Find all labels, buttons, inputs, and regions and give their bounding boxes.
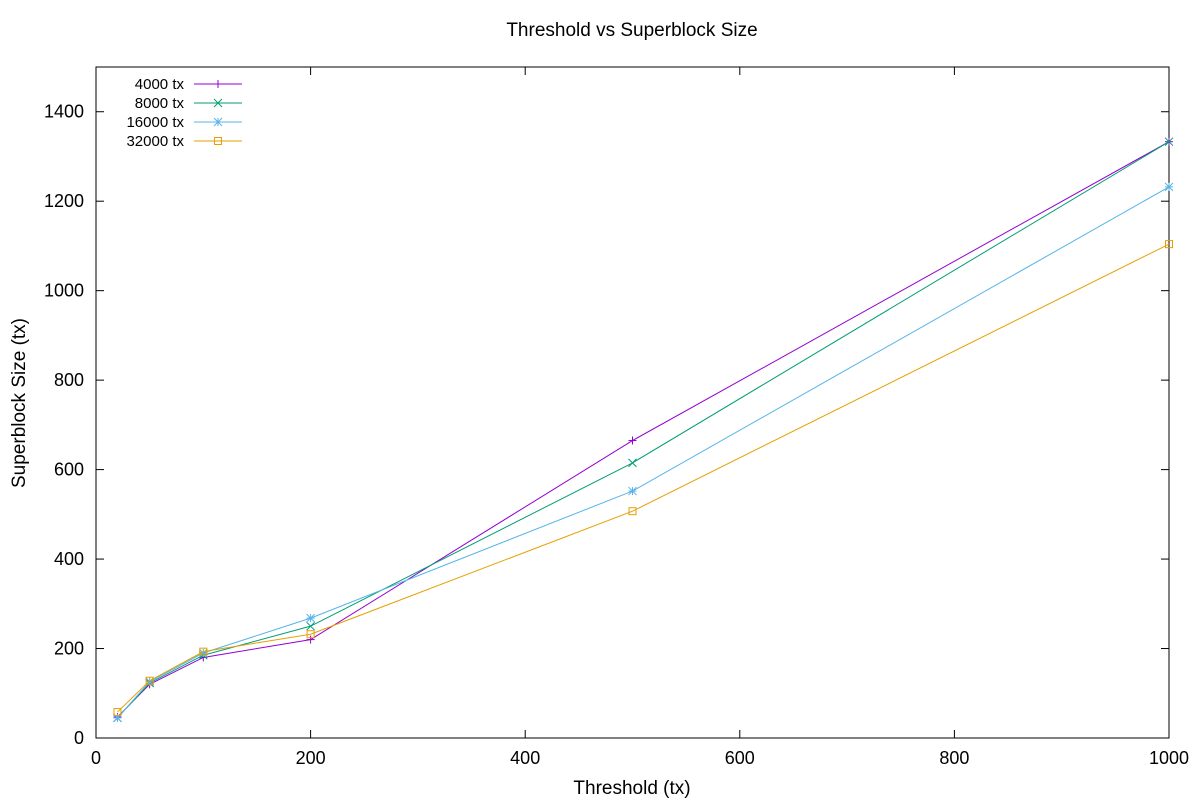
- x-tick-label: 800: [939, 748, 969, 768]
- data-point: [628, 486, 637, 496]
- data-point: [628, 436, 637, 445]
- chart-title: Threshold vs Superblock Size: [506, 20, 757, 41]
- series-1: [113, 137, 1174, 723]
- legend-item: 16000 tx: [126, 114, 242, 131]
- y-tick-label: 1400: [44, 102, 84, 122]
- series-line: [117, 141, 1170, 719]
- legend-item: 32000 tx: [126, 133, 242, 150]
- legend-marker: [213, 98, 223, 108]
- legend-label: 4000 tx: [135, 76, 185, 93]
- data-point: [306, 613, 315, 623]
- data-point: [628, 507, 637, 516]
- x-tick-label: 600: [725, 748, 755, 768]
- plot-border: [95, 66, 1170, 739]
- legend-label: 16000 tx: [126, 114, 184, 131]
- x-tick-label: 0: [91, 748, 101, 768]
- series-line: [117, 186, 1170, 719]
- legend-marker: [214, 137, 222, 145]
- plot-frame: [95, 66, 1170, 739]
- series-line: [117, 141, 1170, 718]
- x-tick-label: 1000: [1149, 748, 1189, 768]
- y-tick-label: 400: [54, 549, 84, 569]
- data-point: [1164, 182, 1174, 192]
- y-tick-label: 1200: [44, 191, 84, 211]
- x-tick-label: 400: [510, 748, 540, 768]
- data-point: [306, 630, 315, 639]
- data-series: [113, 137, 1174, 723]
- legend-label: 32000 tx: [126, 133, 184, 150]
- data-point: [1165, 240, 1173, 249]
- legend-item: 4000 tx: [135, 76, 242, 93]
- y-tick-label: 1000: [44, 281, 84, 301]
- data-point: [306, 621, 315, 631]
- series-line: [117, 243, 1170, 713]
- legend-marker: [214, 80, 222, 88]
- y-tick-label: 0: [74, 728, 84, 748]
- x-axis-label: Threshold (tx): [573, 778, 690, 799]
- series-0: [113, 137, 1173, 721]
- data-point: [1164, 137, 1174, 147]
- legend: 4000 tx 8000 tx 16000 tx 32000 tx: [126, 76, 242, 150]
- x-tick-label: 200: [296, 748, 326, 768]
- legend-marker: [213, 117, 223, 127]
- data-point: [628, 458, 637, 468]
- y-axis-label: Superblock Size (tx): [9, 318, 30, 488]
- legend-item: 8000 tx: [135, 95, 242, 112]
- y-tick-label: 200: [54, 639, 84, 659]
- y-tick-label: 600: [54, 460, 84, 480]
- series-3: [113, 240, 1173, 717]
- legend-label: 8000 tx: [135, 95, 185, 112]
- data-point: [113, 708, 122, 717]
- data-point: [306, 635, 315, 644]
- data-point: [145, 676, 154, 685]
- axis-ticks: 0 200 400 600 800 1000 0 200 400 600 800 1000 1200 14…: [44, 67, 1189, 768]
- series-2: [113, 182, 1174, 723]
- data-point: [199, 647, 208, 656]
- y-tick-label: 800: [54, 370, 84, 390]
